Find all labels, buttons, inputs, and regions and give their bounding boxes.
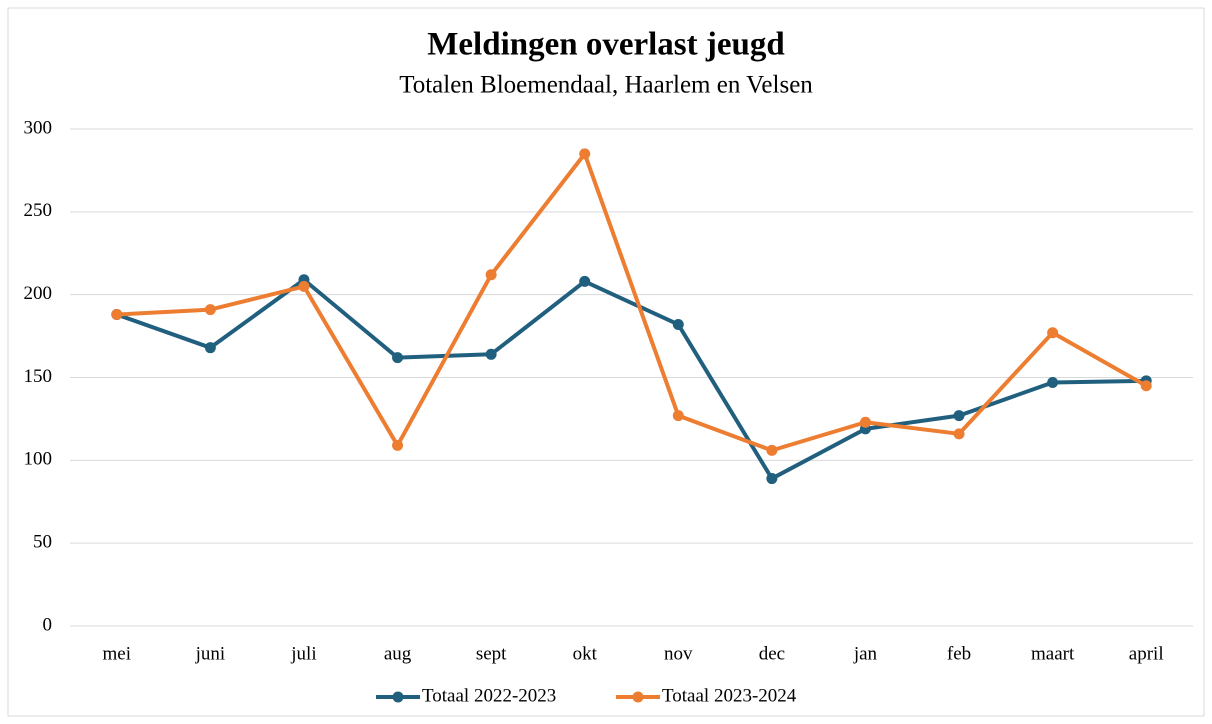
x-tick-label: mei [103, 643, 132, 664]
data-point [1140, 380, 1152, 392]
x-tick-label: april [1129, 643, 1164, 664]
series-line [116, 151, 1148, 453]
chart-title: Meldingen overlast jeugd [427, 27, 784, 63]
x-tick-label: nov [664, 643, 693, 664]
x-tick-label: dec [759, 643, 785, 664]
legend-marker [632, 691, 644, 703]
data-point [579, 275, 591, 287]
data-point [485, 348, 497, 360]
y-tick-label: 300 [24, 117, 53, 138]
data-point [298, 280, 310, 292]
data-point [953, 428, 965, 440]
data-point [953, 410, 965, 422]
data-point [204, 342, 216, 354]
x-tick-label: juli [290, 643, 316, 664]
data-point [672, 318, 684, 330]
x-tick-label: aug [384, 643, 412, 664]
legend-marker [392, 691, 404, 703]
x-tick-label: jan [853, 643, 878, 664]
legend-label: Totaal 2022-2023 [422, 685, 556, 706]
x-tick-label: sept [476, 643, 507, 664]
y-tick-label: 150 [24, 366, 53, 387]
data-point [392, 439, 404, 451]
y-tick-label: 200 [24, 283, 53, 304]
chart-subtitle: Totalen Bloemendaal, Haarlem en Velsen [399, 72, 813, 99]
data-point [1047, 376, 1059, 388]
x-tick-label: juni [195, 643, 226, 664]
data-point [111, 309, 123, 321]
x-tick-label: maart [1031, 643, 1075, 664]
data-point [579, 148, 591, 160]
data-point [672, 410, 684, 422]
data-point [204, 304, 216, 316]
data-point [766, 473, 778, 485]
y-tick-label: 0 [43, 614, 53, 635]
data-point [392, 352, 404, 364]
data-point [485, 269, 497, 281]
y-tick-label: 50 [33, 532, 52, 553]
x-tick-label: feb [947, 643, 971, 664]
legend-label: Totaal 2023-2024 [662, 685, 797, 706]
chart-border [7, 7, 1205, 717]
data-point [859, 416, 871, 428]
x-tick-label: okt [573, 643, 598, 664]
data-point [1047, 327, 1059, 339]
y-tick-label: 100 [24, 449, 53, 470]
y-tick-label: 250 [24, 200, 53, 221]
data-point [766, 444, 778, 456]
